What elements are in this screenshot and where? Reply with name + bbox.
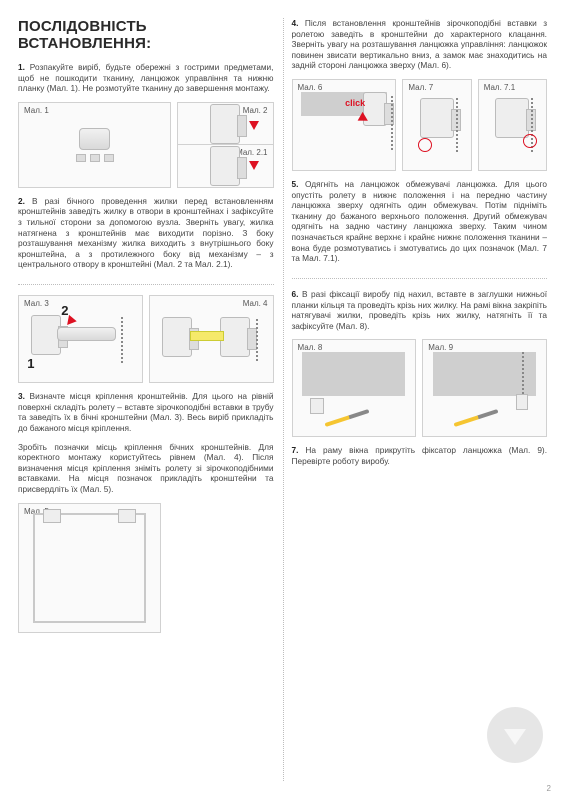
left-column: ПОСЛІДОВНІСТЬ ВСТАНОВЛЕННЯ: 1. Розпакуйт… [18,18,274,789]
separator [292,278,548,279]
red-circle-icon [523,134,537,148]
step-3a-text: 3. Визначте місця кріплення кронштейнів.… [18,391,274,433]
fig-row-4: Мал. 6 click Мал. 7 Мал. 7.1 [292,79,548,171]
bracket-icon [162,317,192,357]
step-2-num: 2. [18,196,25,206]
step-6-body: В разі фіксації виробу під нахил, вставт… [292,289,548,331]
figure-1-label: Мал. 1 [24,106,49,115]
step-5-body: Одягніть на ланцюжок обмежувачі ланцюжка… [292,179,548,263]
red-arrow-icon [249,161,259,170]
figure-6-label: Мал. 6 [298,83,323,92]
fig-row-3: Мал. 5 [18,503,274,633]
figure-6: Мал. 6 click [292,79,397,171]
roller-schematic [76,128,114,162]
figure-71: Мал. 7.1 [478,79,547,171]
figure-8-label: Мал. 8 [298,343,323,352]
click-label: click [345,98,365,108]
chain-icon [256,319,258,363]
step-2-body: В разі бічного проведення жилки перед вс… [18,196,274,270]
screwdriver-icon [325,409,370,427]
chain-icon [391,96,393,152]
step-1-body: Розпакуйте виріб, будьте обережні з гост… [18,62,274,93]
step-6-text: 6. В разі фіксації виробу під нахил, вст… [292,289,548,331]
tube-icon [57,327,116,341]
figure-4-label: Мал. 4 [243,299,268,308]
chain-fixator-icon [516,394,528,410]
step-1-text: 1. Розпакуйте виріб, будьте обережні з г… [18,62,274,94]
bracket-icon [210,146,240,186]
figure-3-label: Мал. 3 [24,299,49,308]
step-4-body: Після встановлення кронштейнів зірочкопо… [292,18,548,70]
callout-1: 1 [27,356,34,371]
figure-2-group: Мал. 2 Мал. 2.1 [177,102,273,188]
fig-row-2: Мал. 3 1 2 Мал. 4 [18,295,274,383]
figure-21-label: Мал. 2.1 [236,148,267,157]
figure-5: Мал. 5 [18,503,161,633]
red-arrow-icon [249,121,259,130]
bracket-icon [210,104,240,144]
figure-9: Мал. 9 [422,339,547,437]
window-frame-icon [33,513,146,623]
step-5-text: 5. Одягніть на ланцюжок обмежувачі ланцю… [292,179,548,264]
bracket-icon [220,317,250,357]
watermark-icon [487,707,543,763]
chain-icon [121,317,123,363]
step-2-text: 2. В разі бічного проведення жилки перед… [18,196,274,270]
column-divider [283,18,284,781]
page-title: ПОСЛІДОВНІСТЬ ВСТАНОВЛЕННЯ: [18,18,274,52]
mechanism-icon [495,98,529,138]
right-column: 4. Після встановлення кронштейнів зірочк… [292,18,548,789]
fig-row-1: Мал. 1 Мал. 2 Мал. 2.1 [18,102,274,188]
page-number: 2 [547,784,551,793]
step-4-text: 4. Після встановлення кронштейнів зірочк… [292,18,548,71]
screwdriver-icon [454,409,499,427]
separator [18,284,274,285]
chain-icon [456,98,458,154]
figure-2-label: Мал. 2 [243,106,268,115]
tensioner-icon [310,398,324,414]
fig-row-5: Мал. 8 Мал. 9 [292,339,548,437]
step-3b-text: Зробіть позначки місць кріплення бічних … [18,442,274,495]
step-3a-body: Визначте місця кріплення кронштейнів. Дл… [18,391,274,433]
figure-4: Мал. 4 [149,295,274,383]
step-1-num: 1. [18,62,25,72]
figure-9-label: Мал. 9 [428,343,453,352]
red-circle-icon [418,138,432,152]
step-7-text: 7. На раму вікна прикрутіть фіксатор лан… [292,445,548,466]
step-7-body: На раму вікна прикрутіть фіксатор ланцюж… [292,445,548,466]
figure-71-label: Мал. 7.1 [484,83,515,92]
step-3-num: 3. [18,391,25,401]
page-grid: ПОСЛІДОВНІСТЬ ВСТАНОВЛЕННЯ: 1. Розпакуйт… [0,0,565,799]
figure-7: Мал. 7 [402,79,471,171]
figure-1: Мал. 1 [18,102,171,188]
figure-3: Мал. 3 1 2 [18,295,143,383]
figure-7-label: Мал. 7 [408,83,433,92]
level-icon [190,331,224,341]
figure-8: Мал. 8 [292,339,417,437]
mechanism-icon [420,98,454,138]
